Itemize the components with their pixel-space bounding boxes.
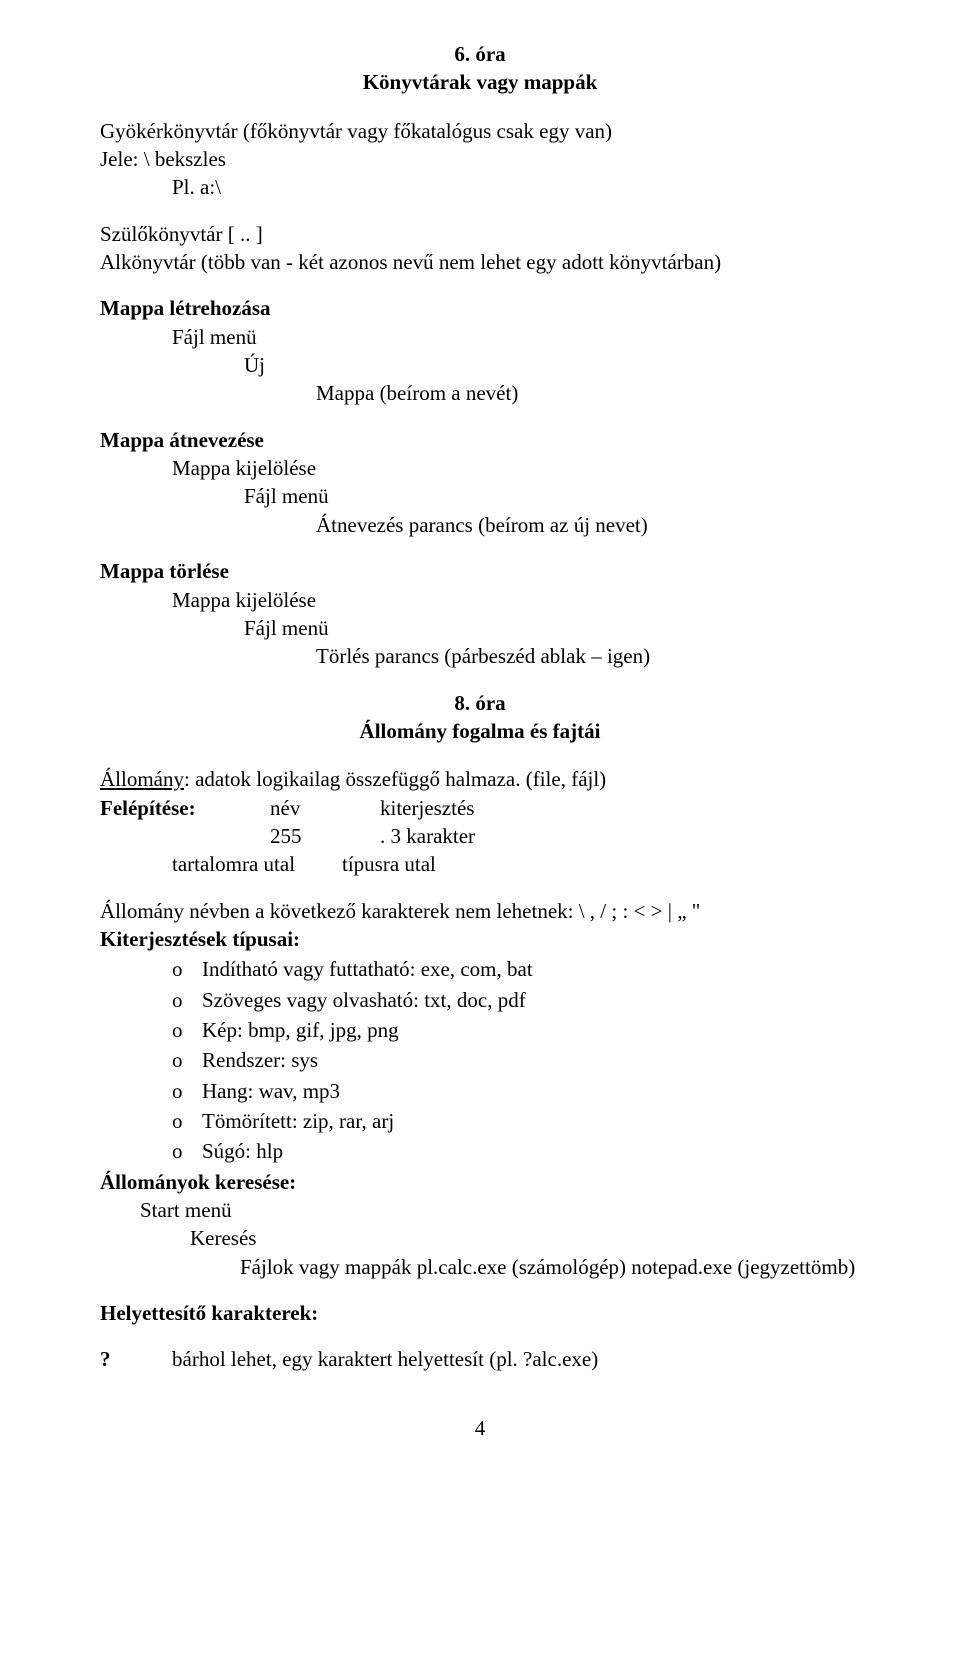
- list-item: oHang: wav, mp3: [172, 1077, 860, 1105]
- list-item: oSúgó: hlp: [172, 1137, 860, 1165]
- bullet-marker: o: [172, 1016, 202, 1044]
- page-number: 4: [100, 1414, 860, 1442]
- kereses-l2: Keresés: [100, 1224, 860, 1252]
- lesson8-heading: 8. óra Állomány fogalma és fajtái: [100, 689, 860, 746]
- bullet-marker: o: [172, 955, 202, 983]
- list-item: oSzöveges vagy olvasható: txt, doc, pdf: [172, 986, 860, 1014]
- q-text: bárhol lehet, egy karaktert helyettesít …: [172, 1345, 598, 1373]
- allomany-text: : adatok logikailag összefüggő halmaza. …: [184, 767, 606, 791]
- list-item: oRendszer: sys: [172, 1046, 860, 1074]
- list-item-text: Kép: bmp, gif, jpg, png: [202, 1016, 399, 1044]
- felep-r3c2: típusra utal: [342, 850, 436, 878]
- list-item: oTömörített: zip, rar, arj: [172, 1107, 860, 1135]
- felep-r3c1: tartalomra utal: [172, 850, 342, 878]
- bullet-marker: o: [172, 986, 202, 1014]
- gyoker-line: Gyökérkönyvtár (főkönyvtár vagy főkataló…: [100, 117, 860, 145]
- mappa-letre-l1: Fájl menü: [100, 323, 860, 351]
- list-item: oIndítható vagy futtatható: exe, com, ba…: [172, 955, 860, 983]
- lesson6-title: Könyvtárak vagy mappák: [100, 68, 860, 96]
- mappa-torles-heading: Mappa törlése: [100, 557, 860, 585]
- helyettes-heading: Helyettesítő karakterek:: [100, 1299, 860, 1327]
- felep-r1c1: név: [270, 794, 380, 822]
- list-item-text: Hang: wav, mp3: [202, 1077, 340, 1105]
- mappa-atnev-heading: Mappa átnevezése: [100, 426, 860, 454]
- kereses-l3: Fájlok vagy mappák pl.calc.exe (számológ…: [100, 1253, 860, 1281]
- allomany-label: Állomány: [100, 767, 184, 791]
- q-mark: ?: [100, 1345, 172, 1373]
- nev-rule: Állomány névben a következő karakterek n…: [100, 897, 860, 925]
- lesson8-title: Állomány fogalma és fajtái: [100, 717, 860, 745]
- mappa-atnev-l1: Mappa kijelölése: [100, 454, 860, 482]
- bullet-marker: o: [172, 1077, 202, 1105]
- felep-r2c2: . 3 karakter: [380, 822, 475, 850]
- bullet-marker: o: [172, 1137, 202, 1165]
- kiterj-heading: Kiterjesztések típusai:: [100, 925, 860, 953]
- q-line: ? bárhol lehet, egy karaktert helyettesí…: [100, 1345, 860, 1373]
- alkonyvtar-line: Alkönyvtár (több van - két azonos nevű n…: [100, 248, 860, 276]
- felep-r2c1: 255: [270, 822, 380, 850]
- mappa-torles-l3: Törlés parancs (párbeszéd ablak – igen): [100, 642, 860, 670]
- list-item-text: Rendszer: sys: [202, 1046, 318, 1074]
- lesson6-number: 6. óra: [100, 40, 860, 68]
- mappa-atnev-l3: Átnevezés parancs (beírom az új nevet): [100, 511, 860, 539]
- mappa-letre-l3: Mappa (beírom a nevét): [100, 379, 860, 407]
- felep-row2: 255 . 3 karakter: [100, 822, 860, 850]
- kereses-l1: Start menü: [100, 1196, 860, 1224]
- pl-line: Pl. a:\: [100, 173, 860, 201]
- list-item: oKép: bmp, gif, jpg, png: [172, 1016, 860, 1044]
- mappa-letre-heading: Mappa létrehozása: [100, 294, 860, 322]
- bullet-marker: o: [172, 1107, 202, 1135]
- allomany-line: Állomány: adatok logikailag összefüggő h…: [100, 765, 860, 793]
- list-item-text: Indítható vagy futtatható: exe, com, bat: [202, 955, 533, 983]
- list-item-text: Tömörített: zip, rar, arj: [202, 1107, 394, 1135]
- felep-row3: tartalomra utal típusra utal: [100, 850, 860, 878]
- list-item-text: Szöveges vagy olvasható: txt, doc, pdf: [202, 986, 526, 1014]
- mappa-atnev-l2: Fájl menü: [100, 482, 860, 510]
- mappa-torles-l2: Fájl menü: [100, 614, 860, 642]
- list-item-text: Súgó: hlp: [202, 1137, 283, 1165]
- felep-label: Felépítése:: [100, 794, 270, 822]
- felep-row1: Felépítése: név kiterjesztés: [100, 794, 860, 822]
- lesson8-number: 8. óra: [100, 689, 860, 717]
- bullet-marker: o: [172, 1046, 202, 1074]
- szulo-line: Szülőkönyvtár [ .. ]: [100, 220, 860, 248]
- kereses-heading: Állományok keresése:: [100, 1168, 860, 1196]
- lesson6-heading: 6. óra Könyvtárak vagy mappák: [100, 40, 860, 97]
- jele-line: Jele: \ bekszles: [100, 145, 860, 173]
- felep-r1c2: kiterjesztés: [380, 794, 474, 822]
- kiterj-list: oIndítható vagy futtatható: exe, com, ba…: [100, 955, 860, 1165]
- mappa-torles-l1: Mappa kijelölése: [100, 586, 860, 614]
- mappa-letre-l2: Új: [100, 351, 860, 379]
